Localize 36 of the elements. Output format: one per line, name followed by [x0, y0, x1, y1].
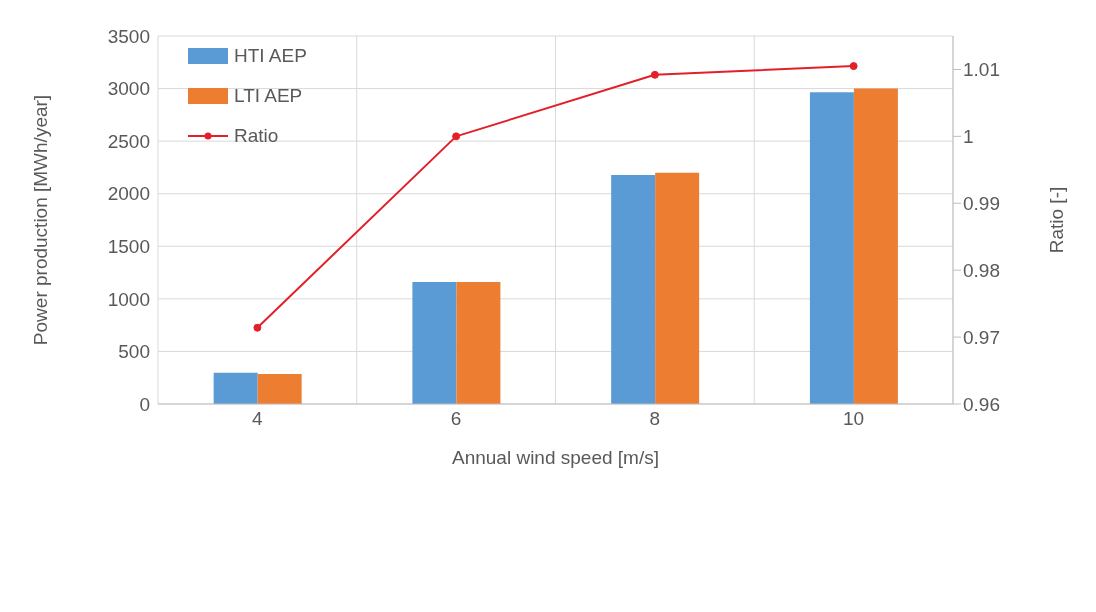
point [849, 62, 858, 71]
point [253, 323, 262, 332]
bar [809, 92, 854, 404]
point [650, 70, 659, 79]
x-tick-label: 10 [843, 408, 865, 430]
y2-tick-label: 0.99 [963, 193, 1000, 215]
bar [257, 374, 302, 404]
x-tick-label: 4 [252, 408, 264, 430]
legend-label: LTI AEP [234, 85, 303, 107]
x-tick-label: 8 [649, 408, 661, 430]
y-tick-label: 500 [118, 341, 150, 363]
point [452, 132, 461, 141]
y2-tick-label: 0.97 [963, 326, 1000, 348]
y-axis-title: Power production [MWh/year] [29, 94, 51, 346]
y-tick-label: 2000 [107, 183, 150, 205]
bar [853, 88, 898, 404]
x-tick-label: 6 [450, 408, 462, 430]
bar [655, 172, 700, 404]
bar [456, 282, 501, 404]
y2-tick-label: 1.01 [963, 59, 1000, 81]
y2-tick-label: 0.98 [963, 259, 1000, 281]
y-tick-label: 0 [139, 393, 150, 415]
y-tick-label: 1000 [107, 288, 150, 310]
bar [611, 175, 656, 404]
y2-axis-title: Ratio [-] [1045, 186, 1067, 254]
bar [213, 372, 258, 404]
x-axis-title: Annual wind speed [m/s] [451, 447, 660, 468]
legend-label: HTI AEP [234, 45, 307, 67]
y2-tick-label: 0.96 [963, 393, 1000, 415]
bar [412, 282, 457, 404]
y-tick-label: 1500 [107, 236, 150, 258]
legend-label: Ratio [234, 125, 279, 147]
y2-tick-label: 1 [963, 126, 974, 148]
y-tick-label: 3000 [107, 78, 150, 100]
y-tick-label: 2500 [107, 130, 150, 152]
y-tick-label: 3500 [107, 25, 150, 47]
